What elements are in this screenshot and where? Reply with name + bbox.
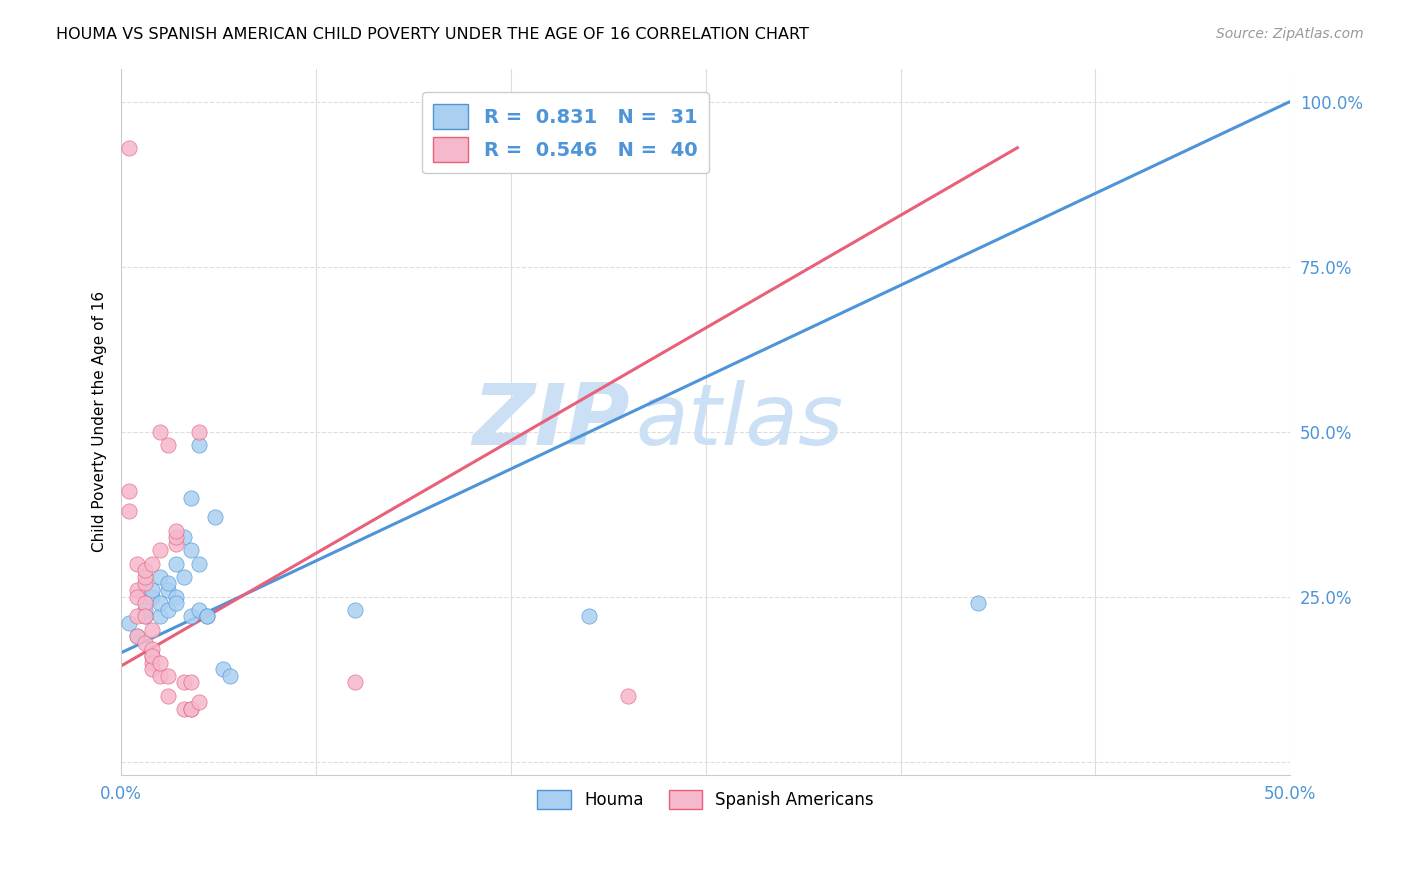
Point [149, 596, 172, 610]
Point [125, 557, 148, 571]
Point [165, 530, 187, 544]
Point [173, 530, 195, 544]
Point [149, 570, 172, 584]
Point [118, 483, 141, 498]
Point [141, 648, 163, 663]
Point [967, 596, 990, 610]
Text: HOUMA VS SPANISH AMERICAN CHILD POVERTY UNDER THE AGE OF 16 CORRELATION CHART: HOUMA VS SPANISH AMERICAN CHILD POVERTY … [56, 27, 808, 42]
Point [180, 609, 202, 624]
Point [195, 609, 218, 624]
Point [134, 636, 156, 650]
Point [616, 689, 638, 703]
Point [149, 656, 172, 670]
Point [156, 689, 179, 703]
Point [188, 438, 211, 452]
Point [134, 603, 156, 617]
Point [125, 629, 148, 643]
Point [134, 563, 156, 577]
Point [149, 425, 172, 439]
Point [125, 582, 148, 597]
Point [141, 557, 163, 571]
Point [180, 702, 202, 716]
Point [118, 504, 141, 518]
Point [219, 669, 242, 683]
Y-axis label: Child Poverty Under the Age of 16: Child Poverty Under the Age of 16 [93, 291, 107, 552]
Text: Source: ZipAtlas.com: Source: ZipAtlas.com [1216, 27, 1364, 41]
Point [343, 675, 366, 690]
Point [165, 537, 187, 551]
Point [211, 662, 233, 676]
Point [188, 695, 211, 709]
Legend: Houma, Spanish Americans: Houma, Spanish Americans [531, 783, 880, 816]
Point [125, 629, 148, 643]
Point [134, 570, 156, 584]
Point [141, 582, 163, 597]
Point [141, 623, 163, 637]
Point [156, 582, 179, 597]
Point [180, 543, 202, 558]
Point [134, 609, 156, 624]
Point [156, 603, 179, 617]
Point [125, 609, 148, 624]
Point [134, 609, 156, 624]
Point [141, 648, 163, 663]
Point [141, 662, 163, 676]
Point [156, 576, 179, 591]
Point [156, 438, 179, 452]
Point [149, 609, 172, 624]
Point [204, 510, 226, 524]
Point [134, 596, 156, 610]
Point [188, 557, 211, 571]
Point [118, 615, 141, 630]
Point [188, 425, 211, 439]
Text: ZIP: ZIP [472, 380, 630, 463]
Point [578, 609, 600, 624]
Text: atlas: atlas [636, 380, 844, 463]
Point [173, 702, 195, 716]
Point [343, 603, 366, 617]
Point [165, 524, 187, 538]
Point [156, 669, 179, 683]
Point [173, 570, 195, 584]
Point [134, 576, 156, 591]
Point [141, 590, 163, 604]
Point [149, 543, 172, 558]
Point [180, 702, 202, 716]
Point [141, 656, 163, 670]
Point [173, 675, 195, 690]
Point [180, 675, 202, 690]
Point [188, 603, 211, 617]
Point [125, 590, 148, 604]
Point [165, 557, 187, 571]
Point [180, 491, 202, 505]
Point [149, 669, 172, 683]
Point [118, 141, 141, 155]
Point [165, 590, 187, 604]
Point [165, 596, 187, 610]
Point [141, 642, 163, 657]
Point [195, 609, 218, 624]
